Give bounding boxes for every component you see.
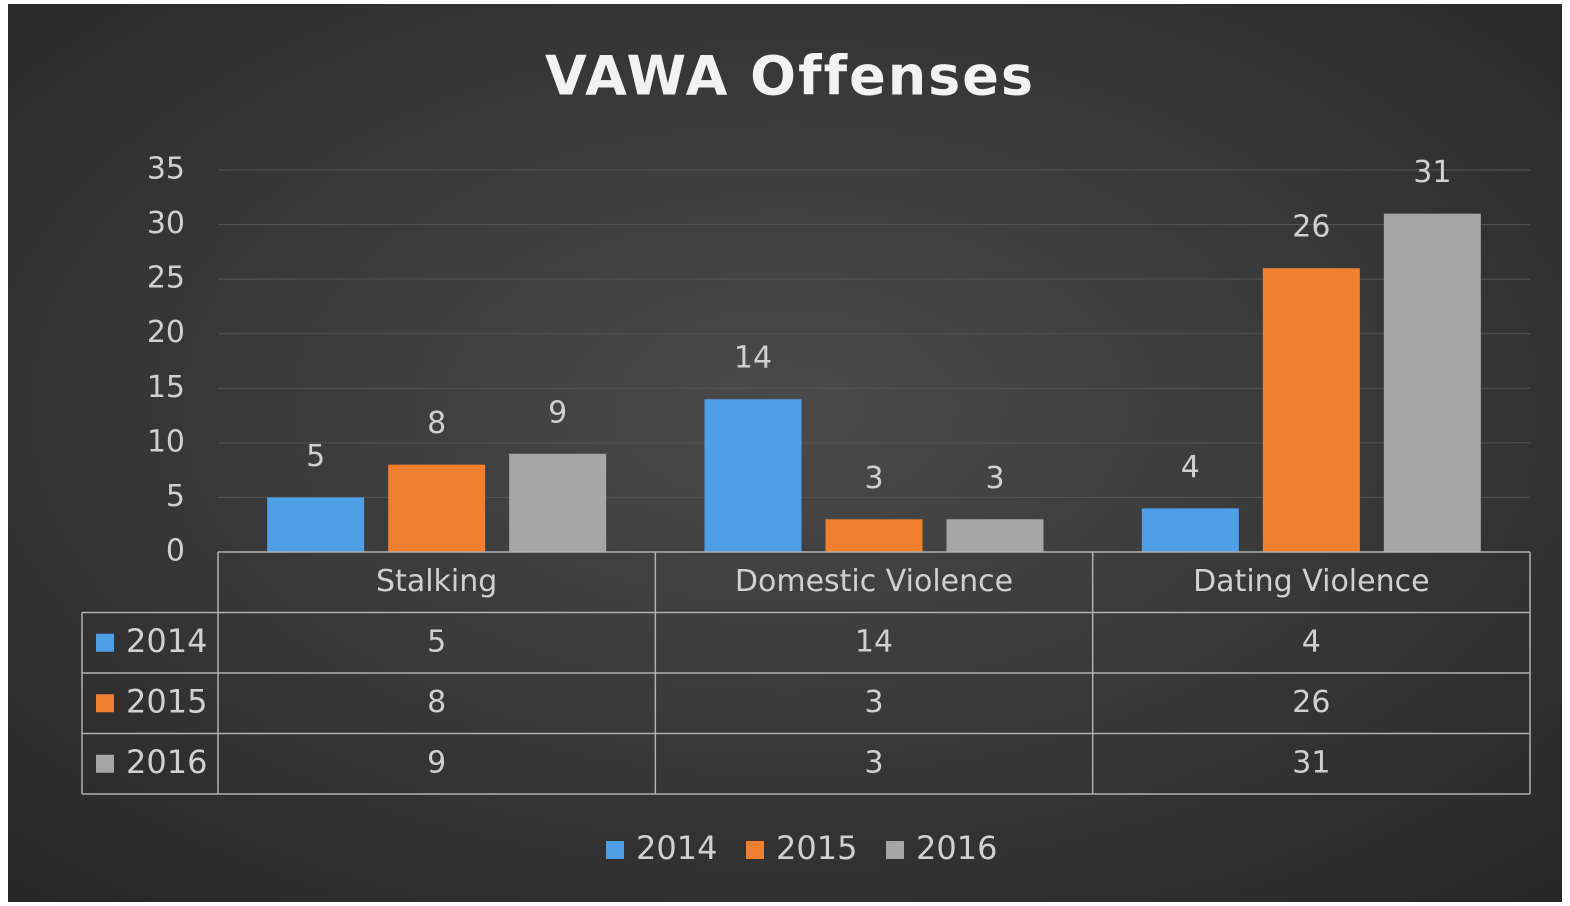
- bar: [509, 453, 607, 552]
- table-cell: 5: [427, 624, 446, 659]
- y-tick-label: 10: [147, 424, 185, 459]
- table-legend-key: [96, 694, 114, 713]
- bar: [1383, 213, 1481, 552]
- bar: [1141, 508, 1239, 552]
- data-label: 26: [1292, 210, 1330, 245]
- y-tick-label: 15: [147, 370, 185, 405]
- data-label: 3: [864, 461, 883, 496]
- bar: [704, 399, 802, 552]
- table-cell: 26: [1292, 685, 1330, 720]
- table-cell: 3: [864, 745, 883, 780]
- table-legend-key: [96, 633, 114, 652]
- data-label: 3: [985, 461, 1004, 496]
- table-cell: 9: [427, 745, 446, 780]
- table-series-name: 2015: [126, 682, 207, 720]
- table-cell: 4: [1302, 624, 1321, 659]
- legend-key: [746, 841, 764, 859]
- chart-title: VAWA Offenses: [545, 45, 1035, 108]
- bar: [267, 497, 365, 552]
- x-tick-label: Domestic Violence: [735, 564, 1013, 599]
- legend-label: 2015: [776, 829, 857, 867]
- bar: [1262, 268, 1360, 552]
- x-tick-label: Stalking: [376, 564, 497, 599]
- y-tick-label: 0: [166, 534, 185, 569]
- data-label: 4: [1181, 450, 1200, 485]
- table-cell: 31: [1292, 745, 1330, 780]
- y-tick-label: 5: [166, 479, 185, 514]
- legend-label: 2014: [636, 829, 717, 867]
- table-series-name: 2016: [126, 743, 207, 781]
- legend-label: 2016: [916, 829, 997, 867]
- bar: [825, 519, 923, 552]
- table-cell: 14: [855, 624, 893, 659]
- x-tick-label: Dating Violence: [1193, 564, 1429, 599]
- bar: [946, 519, 1044, 552]
- table-series-name: 2014: [126, 622, 207, 660]
- legend-key: [886, 841, 904, 859]
- data-label: 31: [1413, 155, 1451, 190]
- table-cell: 8: [427, 685, 446, 720]
- data-label: 9: [548, 395, 567, 430]
- y-tick-label: 25: [147, 261, 185, 296]
- table-cell: 3: [864, 685, 883, 720]
- y-tick-label: 30: [147, 206, 185, 241]
- table-legend-key: [96, 754, 114, 773]
- bar: [388, 464, 486, 552]
- y-tick-label: 20: [147, 315, 185, 350]
- y-tick-label: 35: [147, 152, 185, 187]
- legend-key: [606, 841, 624, 859]
- data-label: 5: [306, 439, 325, 474]
- data-label: 8: [427, 406, 446, 441]
- data-label: 14: [734, 341, 772, 376]
